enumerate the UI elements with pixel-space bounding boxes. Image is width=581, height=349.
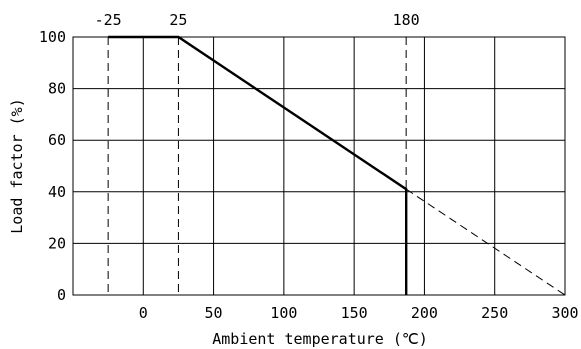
x-tick-label: 250 — [481, 304, 508, 322]
x-tick-labels: 0 50 100 150 200 250 300 — [139, 304, 579, 322]
x-tick-label: 200 — [411, 304, 438, 322]
x-tick-label: 100 — [270, 304, 297, 322]
y-tick-label: 80 — [48, 80, 66, 98]
top-marker-labels: -25 25 180 — [95, 11, 420, 29]
y-tick-label: 40 — [48, 183, 66, 201]
x-tick-label: 300 — [551, 304, 578, 322]
x-tick-label: 150 — [341, 304, 368, 322]
y-tick-label: 60 — [48, 131, 66, 149]
x-axis-label: Ambient temperature (℃) — [212, 330, 428, 348]
marker-lines — [107, 37, 407, 295]
x-tick-label: 50 — [205, 304, 223, 322]
series-line-dashed — [405, 188, 566, 296]
top-marker-label: -25 — [95, 11, 122, 29]
series-line-solid — [108, 35, 408, 295]
plot-frame — [72, 36, 566, 296]
y-axis-label: Load factor (%) — [8, 98, 26, 233]
grid — [73, 36, 566, 296]
top-marker-label: 25 — [169, 11, 187, 29]
x-tick-label: 0 — [139, 304, 148, 322]
y-tick-labels: 0 20 40 60 80 100 — [39, 28, 66, 304]
top-marker-label: 180 — [393, 11, 420, 29]
y-tick-label: 0 — [57, 286, 66, 304]
y-tick-label: 100 — [39, 28, 66, 46]
y-tick-label: 20 — [48, 234, 66, 252]
series-lines — [108, 35, 566, 296]
